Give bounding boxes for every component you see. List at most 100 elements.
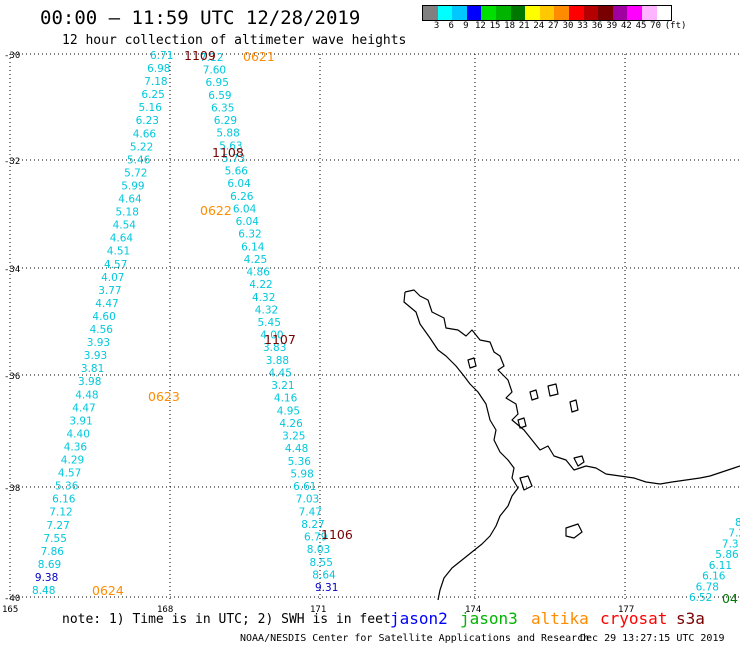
wave-height-sample: 9.38 xyxy=(35,572,58,584)
wave-height-sample: 6.52 xyxy=(689,592,712,604)
wave-height-sample: 6.23 xyxy=(136,115,159,127)
legend-tick: 15 xyxy=(489,21,501,31)
wave-height-sample: 5.45 xyxy=(258,317,281,329)
wave-height-sample: 4.51 xyxy=(107,246,130,258)
lat-label: -32 xyxy=(4,157,20,167)
generation-timestamp: Dec 29 13:27:15 UTC 2019 xyxy=(580,633,725,644)
wave-height-sample: 3.88 xyxy=(266,355,289,367)
wave-height-sample: 6.71 xyxy=(150,50,173,62)
track-time-label: 04 xyxy=(722,591,738,606)
wave-height-sample: 4.54 xyxy=(113,220,137,232)
wave-height-sample: 4.57 xyxy=(104,259,127,271)
wave-height-sample: 8.64 xyxy=(312,569,336,581)
mission-jason3: jason3 xyxy=(460,609,518,628)
legend-tick: 6 xyxy=(448,21,454,31)
wave-height-sample: 3.93 xyxy=(87,337,110,349)
legend-tick: 3 xyxy=(433,21,440,31)
wave-height-sample: 6.04 xyxy=(233,203,257,215)
legend-swatch xyxy=(641,6,657,20)
wave-height-sample: 6.98 xyxy=(147,63,170,75)
new-zealand-coastline xyxy=(403,289,740,601)
legend-tick: 45 xyxy=(635,21,647,31)
legend-swatch xyxy=(598,6,613,20)
wave-height-sample: 6.26 xyxy=(230,191,254,203)
legend-swatch xyxy=(568,6,584,20)
wave-height-sample: 4.40 xyxy=(67,428,90,440)
legend-swatch xyxy=(627,6,642,20)
wave-height-sample: 4.22 xyxy=(249,279,272,291)
wave-height-sample: 5.46 xyxy=(127,154,151,166)
wave-height-sample: 4.16 xyxy=(274,393,298,405)
page-title: 00:00 – 11:59 UTC 12/28/2019 xyxy=(40,7,361,29)
wave-height-sample: 8 xyxy=(735,517,740,529)
wave-height-sample: 7.3 xyxy=(722,538,739,550)
wave-height-sample: 5.66 xyxy=(225,166,249,178)
wave-height-sample: 5.16 xyxy=(139,102,163,114)
lon-label: 174 xyxy=(465,605,481,615)
wave-height-sample: 4.47 xyxy=(95,298,118,310)
lon-label: 168 xyxy=(157,605,173,615)
wave-height-sample: 3.91 xyxy=(69,415,92,427)
wave-height-sample: 5.36 xyxy=(55,481,79,493)
wave-height-sample: 6.14 xyxy=(241,241,265,253)
lat-label: -34 xyxy=(4,265,20,275)
wave-height-sample: 5.88 xyxy=(216,128,239,140)
legend-swatch xyxy=(510,6,526,20)
legend-tick: 70 xyxy=(650,21,662,31)
wave-height-sample: 7.18 xyxy=(144,76,167,88)
wave-height-sample: 3.25 xyxy=(282,431,305,443)
legend-swatch xyxy=(437,6,453,20)
wave-height-sample: 4.36 xyxy=(64,442,88,454)
legend-tick: 24 xyxy=(533,21,545,31)
wave-height-sample: 5.98 xyxy=(290,468,313,480)
lat-label: -30 xyxy=(4,51,20,61)
wave-height-sample: 4.25 xyxy=(244,254,267,266)
longitude-labels: 165 168 171 174 177 xyxy=(2,605,634,615)
mission-cryosat: cryosat xyxy=(600,609,668,628)
wave-height-sample: 5.63 xyxy=(219,140,242,152)
wave-height-sample: 5.72 xyxy=(124,167,147,179)
track-time-labels: 1109 0621 1108 0622 1107 0623 1106 0624 04 xyxy=(92,48,738,606)
wave-height-sample: 8.48 xyxy=(32,585,55,597)
wave-height-sample: 6.61 xyxy=(293,481,316,493)
track-time-label: 1109 xyxy=(184,48,216,63)
wave-height-sample: 3.81 xyxy=(81,363,104,375)
wave-height-sample: 6.04 xyxy=(227,178,251,190)
legend-swatch xyxy=(466,6,482,20)
wave-height-sample: 4.56 xyxy=(90,324,114,336)
wave-height-sample: 3.21 xyxy=(271,380,294,392)
wave-height-sample: 6.04 xyxy=(236,216,260,228)
wave-height-sample: 7.86 xyxy=(41,546,65,558)
lat-lon-grid xyxy=(9,53,740,600)
wave-height-sample: 6.25 xyxy=(141,89,164,101)
wave-height-sample: 4.86 xyxy=(247,267,271,279)
legend-swatch xyxy=(525,6,540,20)
track-time-label: 1106 xyxy=(321,527,353,542)
wave-height-sample: 3.77 xyxy=(98,285,121,297)
legend-swatch xyxy=(539,6,555,20)
wave-height-sample: 6.35 xyxy=(211,103,234,115)
mission-s3a: s3a xyxy=(676,609,705,628)
wave-height-sample: 7.03 xyxy=(296,494,319,506)
wave-height-sample: 4.64 xyxy=(110,233,134,245)
wave-height-sample: 6.29 xyxy=(214,115,237,127)
legend-tick: 21 xyxy=(518,21,530,31)
wave-height-sample: 4.47 xyxy=(72,402,95,414)
wave-height-sample: 5.36 xyxy=(288,456,312,468)
lat-label: -36 xyxy=(4,372,20,382)
legend-swatch xyxy=(452,6,467,20)
legend-swatch xyxy=(423,6,438,20)
wave-height-color-legend xyxy=(422,5,673,21)
wave-height-sample: 4.48 xyxy=(285,443,308,455)
wave-height-sample: 4.32 xyxy=(255,304,278,316)
wave-height-sample: 4.95 xyxy=(277,405,300,417)
wave-height-sample: 8.27 xyxy=(301,519,324,531)
wave-height-sample: 4.45 xyxy=(269,368,292,380)
credit-line: NOAA/NESDIS Center for Satellite Applica… xyxy=(240,633,590,644)
legend-swatch xyxy=(656,6,672,20)
wave-height-sample: 3.83 xyxy=(263,342,286,354)
track-time-label: 1108 xyxy=(212,145,244,160)
lat-label: -38 xyxy=(4,484,20,494)
wave-height-sample: 7.47 xyxy=(299,506,322,518)
legend-swatch xyxy=(481,6,496,20)
